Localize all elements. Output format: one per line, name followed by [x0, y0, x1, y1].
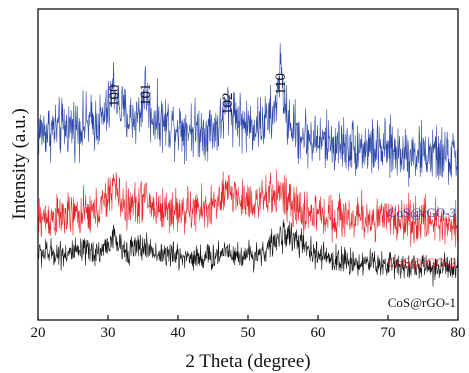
x-axis-label: 2 Theta (degree) [185, 351, 310, 372]
plot-frame [37, 8, 459, 321]
series-label-1: CoS@rGO-3 [388, 205, 456, 220]
x-tick-label: 30 [101, 325, 116, 341]
peak-label: 101 [138, 84, 154, 107]
peak-label: 110 [273, 73, 289, 95]
series-label-2: CoS@rGO-2 [388, 255, 456, 270]
series-label-3: CoS@rGO-1 [388, 295, 456, 310]
x-tick-label: 40 [171, 325, 186, 341]
x-ticks: 20 30 40 50 60 70 80 [31, 315, 466, 341]
series-line-3 [37, 219, 458, 287]
x-tick-label: 60 [311, 325, 326, 341]
series-line-2 [37, 169, 458, 248]
peak-labels: 100 101 102 110 [107, 73, 290, 115]
y-axis-label: Intensity (a.u.) [9, 108, 30, 219]
series-layer [37, 43, 458, 287]
series-line-1 [37, 43, 458, 187]
x-tick-label: 20 [31, 325, 46, 341]
peak-label: 100 [107, 85, 123, 108]
x-tick-label: 70 [381, 325, 396, 341]
x-tick-label: 80 [451, 325, 466, 341]
x-tick-label: 50 [241, 325, 256, 341]
series-labels: CoS@rGO-3 CoS@rGO-2 CoS@rGO-1 [388, 205, 456, 310]
peak-label: 102 [220, 93, 236, 116]
